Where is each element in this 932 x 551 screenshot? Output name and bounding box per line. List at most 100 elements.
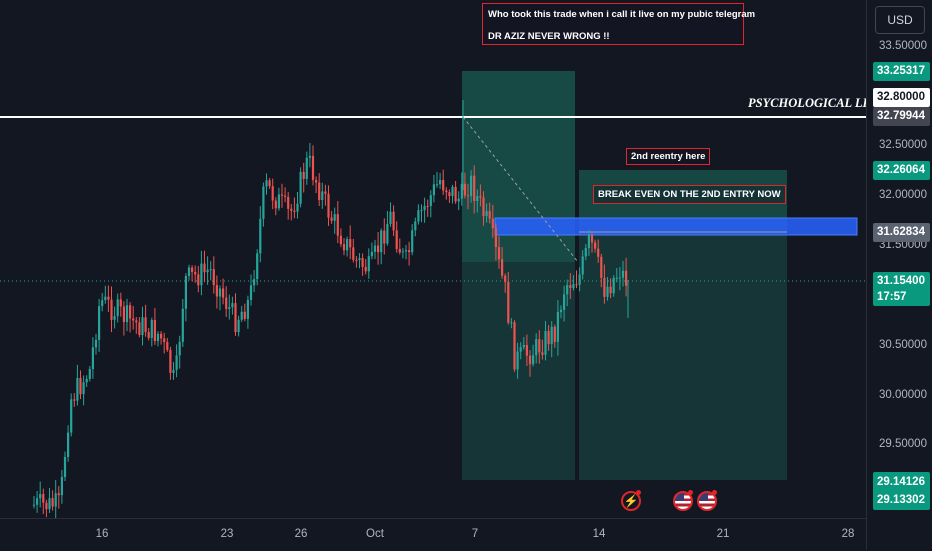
candle-body (178, 341, 181, 356)
candle-body (197, 274, 200, 286)
candle-body (491, 218, 494, 229)
candle-body (225, 297, 228, 309)
candle-body (116, 299, 119, 317)
trade-zone[interactable] (462, 262, 575, 480)
candle-body (277, 194, 280, 209)
candle-body (284, 195, 287, 197)
candle-body (594, 242, 597, 249)
candle-body (138, 322, 141, 336)
candle-body (299, 171, 302, 204)
price-tick: 32.50000 (879, 139, 927, 151)
candle-body (575, 284, 578, 286)
candle-body (194, 272, 197, 275)
candle-body (435, 184, 439, 186)
candle-body (578, 274, 581, 285)
candle-body (429, 195, 432, 206)
candle-body (73, 399, 76, 401)
candle-body (70, 399, 73, 433)
candle-body (308, 155, 311, 158)
currency-button[interactable]: USD (875, 6, 925, 34)
candle-body (150, 320, 153, 338)
time-tick: 16 (95, 528, 109, 540)
candle-body (377, 245, 380, 253)
candle-body (470, 175, 473, 197)
candle-body (246, 299, 249, 319)
breakeven-zone[interactable] (494, 217, 858, 236)
candle-body (60, 476, 63, 496)
candle-body (355, 259, 358, 261)
time-tick: 28 (841, 528, 855, 540)
candlestick-series (32, 100, 629, 518)
candle-body (373, 245, 377, 252)
candle-body (262, 186, 265, 219)
candle-body (513, 322, 516, 370)
candle-body (249, 285, 253, 300)
reentry-annotation[interactable]: 2nd reentry here (626, 148, 711, 165)
candle-body (253, 279, 256, 286)
candle-body (265, 180, 268, 187)
candle-body (342, 244, 346, 251)
telegram-annotation[interactable]: Who took this trade when i call it live … (482, 3, 755, 45)
candle-body (327, 193, 330, 218)
candle-body (417, 210, 420, 222)
candle-body (57, 493, 60, 496)
candle-body (110, 299, 113, 320)
candle-body (479, 196, 482, 198)
trade-zone-2[interactable] (579, 232, 787, 480)
price-chart[interactable] (0, 0, 866, 518)
price-badge: 32.80000 (873, 88, 930, 107)
candle-body (349, 239, 352, 248)
candle-body (336, 214, 339, 236)
candle-body (206, 269, 209, 273)
candle-body (463, 183, 466, 196)
candle-body (51, 498, 54, 507)
candle-body (423, 205, 426, 211)
candle-body (107, 296, 110, 300)
break-even-annotation[interactable]: BREAK EVEN ON THE 2ND ENTRY NOW (593, 185, 786, 204)
candle-body (256, 253, 259, 280)
candle-body (383, 230, 386, 244)
lightning-icon[interactable]: ⚡ (621, 491, 641, 511)
event-dot (712, 490, 717, 495)
candle-body (268, 180, 271, 187)
candle-body (507, 281, 510, 323)
candle-body (367, 256, 370, 272)
telegram-annotation-line1: Who took this trade when i call it live … (488, 9, 756, 20)
candle-body (280, 194, 284, 196)
current-price: 31.15400 (877, 275, 925, 287)
candle-body (315, 180, 318, 183)
candle-body (528, 355, 532, 365)
candle-body (516, 351, 519, 370)
candle-body (603, 277, 606, 297)
candle-body (156, 333, 160, 342)
candle-body (535, 339, 538, 356)
us-flag-icon[interactable] (697, 491, 717, 511)
candle-body (222, 288, 225, 298)
candle-body (380, 230, 383, 253)
candle-body (439, 180, 442, 185)
candle-body (147, 331, 150, 338)
candle-body (48, 498, 51, 510)
candle-body (125, 305, 129, 323)
candle-body (141, 317, 144, 336)
price-axis[interactable]: USD 33.50000 32.50000 32.00000 31.50000 … (866, 0, 932, 550)
candle-body (587, 235, 590, 249)
candle-body (293, 210, 296, 212)
telegram-annotation-line2: DR AZIZ NEVER WRONG !! (488, 31, 610, 42)
candle-body (358, 258, 361, 260)
time-axis[interactable]: 16 23 26 Oct 7 14 21 28 (0, 518, 866, 551)
candle-body (389, 211, 392, 224)
candle-body (559, 309, 563, 313)
candle-body (243, 311, 246, 319)
candle-body (172, 369, 175, 373)
candle-body (485, 210, 488, 217)
candle-body (609, 286, 612, 294)
price-tick: 30.50000 (879, 339, 927, 351)
bar-countdown: 17:57 (877, 291, 907, 303)
candle-body (91, 347, 94, 370)
us-flag-icon[interactable] (673, 491, 693, 511)
time-tick: 23 (220, 528, 234, 540)
candle-body (541, 352, 544, 355)
candle-body (398, 249, 401, 253)
candle-body (404, 250, 408, 252)
